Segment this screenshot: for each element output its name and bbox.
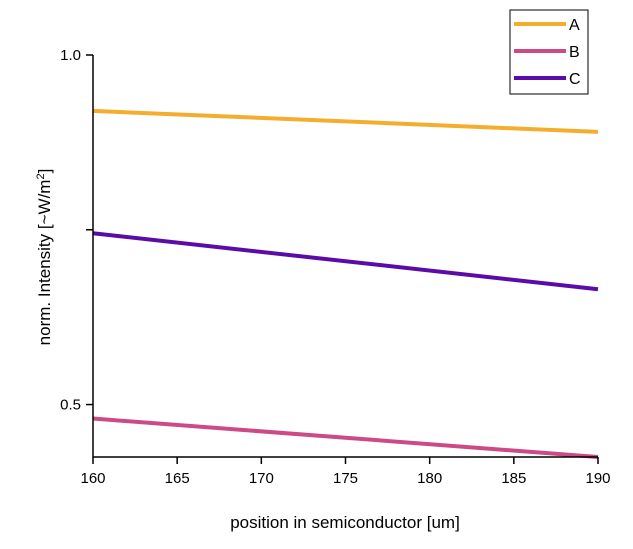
x-tick-label: 175 <box>333 470 358 487</box>
y-axis-label-end: ] <box>35 169 54 174</box>
x-tick-label: 170 <box>249 470 274 487</box>
series-line-b <box>92 416 599 459</box>
y-tick-label: 1.0 <box>60 47 81 64</box>
y-axis-label-main: norm. Intensity [~W/m <box>35 180 54 346</box>
y-tick-label: 0.5 <box>60 397 81 414</box>
x-tick-label: 180 <box>417 470 442 487</box>
x-ticks: 160 165 170 175 180 185 190 <box>80 457 611 487</box>
legend-label-b: B <box>569 44 580 61</box>
x-tick-label: 185 <box>501 470 526 487</box>
series-line-a <box>92 108 599 134</box>
legend-label-a: A <box>569 17 580 34</box>
x-tick-label: 165 <box>165 470 190 487</box>
x-axis-label: position in semiconductor [um] <box>230 513 460 532</box>
series-layer <box>92 108 599 459</box>
y-axis-label: norm. Intensity [~W/m2] <box>35 169 54 346</box>
y-ticks: 0.5 1.0 <box>60 47 93 414</box>
legend: ABC <box>509 9 589 95</box>
y-axis-label-superscript: 2 <box>35 173 47 179</box>
x-tick-label: 190 <box>585 470 610 487</box>
series-line-c <box>92 231 599 292</box>
x-tick-label: 160 <box>80 470 105 487</box>
legend-label-c: C <box>569 71 581 88</box>
